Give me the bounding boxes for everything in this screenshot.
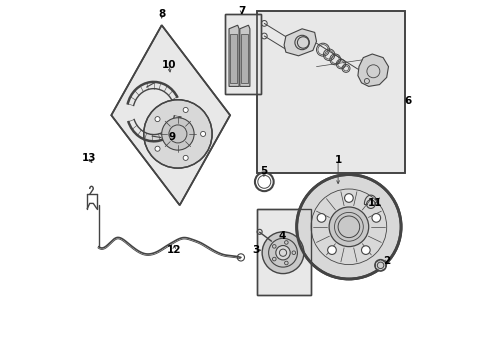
Text: 1: 1: [334, 155, 341, 165]
Text: 4: 4: [278, 231, 285, 241]
Circle shape: [200, 131, 205, 136]
Text: 8: 8: [158, 9, 165, 19]
Polygon shape: [357, 54, 387, 86]
Polygon shape: [284, 29, 316, 56]
Circle shape: [296, 175, 400, 279]
Bar: [257, 209, 310, 295]
Circle shape: [162, 118, 194, 150]
Polygon shape: [228, 25, 239, 86]
Circle shape: [344, 194, 352, 202]
Text: 6: 6: [404, 96, 411, 106]
Circle shape: [183, 107, 188, 112]
Text: 12: 12: [167, 245, 181, 255]
Circle shape: [361, 246, 369, 255]
Circle shape: [328, 207, 368, 247]
Bar: [257, 11, 404, 173]
Text: 13: 13: [81, 153, 96, 163]
Circle shape: [374, 260, 386, 271]
Circle shape: [366, 200, 374, 208]
Circle shape: [275, 246, 289, 260]
Bar: [224, 14, 260, 94]
Text: 9: 9: [168, 132, 176, 142]
Bar: [257, 209, 310, 295]
Text: 3: 3: [252, 245, 260, 255]
Bar: [230, 34, 237, 83]
Circle shape: [155, 117, 160, 122]
Circle shape: [183, 156, 188, 161]
Text: 10: 10: [162, 60, 176, 70]
Bar: [224, 14, 260, 94]
Text: 7: 7: [238, 6, 245, 16]
Polygon shape: [111, 25, 230, 205]
Bar: [241, 34, 247, 83]
Circle shape: [317, 213, 325, 222]
Bar: [257, 11, 404, 173]
Circle shape: [143, 100, 212, 168]
Circle shape: [327, 246, 336, 255]
Text: 11: 11: [367, 198, 381, 208]
Circle shape: [262, 232, 303, 274]
Text: 5: 5: [260, 166, 267, 176]
Circle shape: [155, 146, 160, 151]
Polygon shape: [239, 25, 249, 86]
Circle shape: [371, 213, 380, 222]
Text: 2: 2: [382, 256, 389, 266]
